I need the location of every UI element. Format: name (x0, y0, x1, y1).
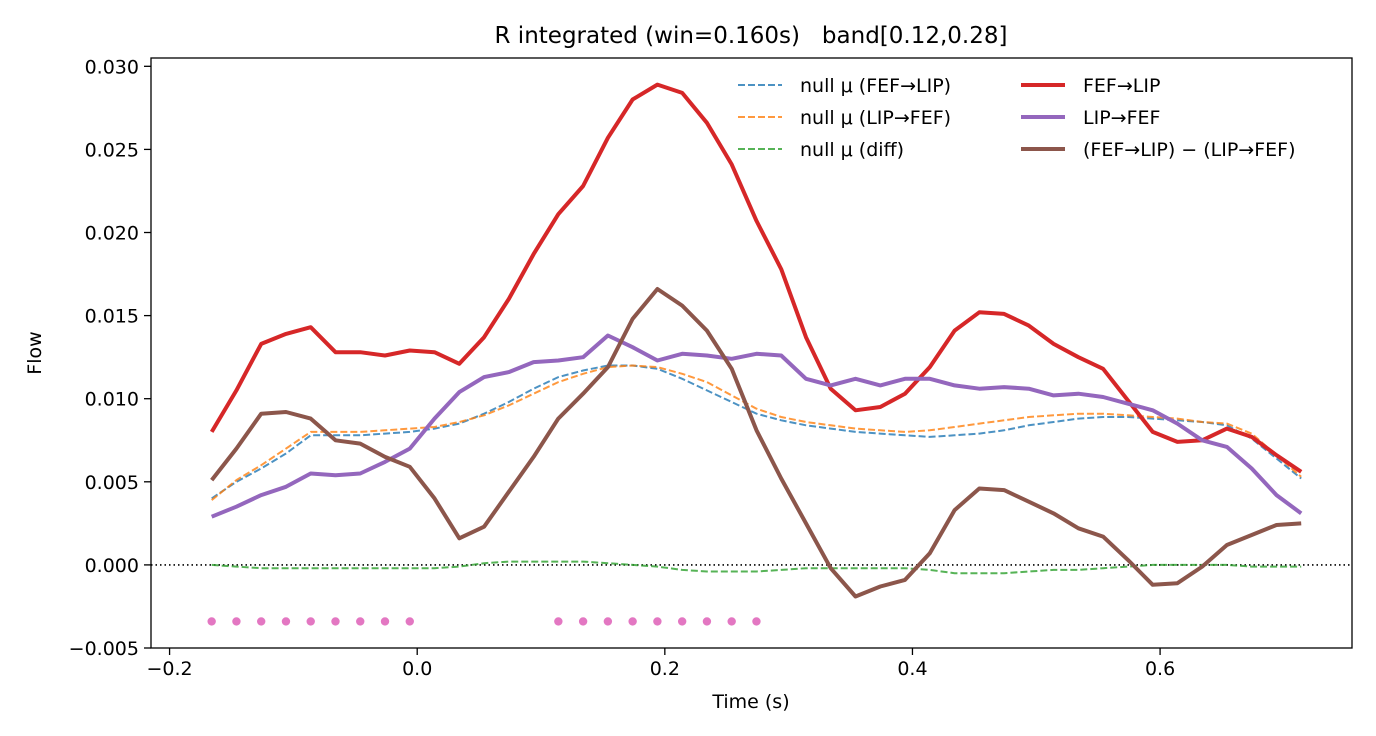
significance-marker-2 (232, 617, 241, 626)
x-tick-label: 0.0 (402, 658, 432, 680)
x-axis-label: Time (s) (711, 691, 789, 713)
significance-marker-3 (256, 617, 266, 626)
legend: null μ (FEF→LIP) null μ (LIP→FEF) null μ (… (738, 75, 1296, 161)
significance-marker-8 (380, 617, 390, 626)
significance-marker-13 (628, 617, 637, 626)
plot-area (151, 82, 1352, 626)
significance-marker-16 (702, 617, 712, 626)
significance-marker-4 (281, 617, 291, 626)
y-tick-label: 0.025 (85, 139, 139, 161)
legend-label-1: null μ (FEF→LIP) (800, 75, 951, 97)
y-tick-label: 0.020 (85, 223, 139, 245)
series-line-1 (211, 364, 1302, 500)
series-line-4 (209, 82, 1303, 474)
x-tick-label: −0.2 (147, 658, 193, 680)
y-axis-label: Flow (24, 331, 46, 374)
significance-marker-14 (653, 617, 662, 626)
y-tick-label: 0.030 (85, 56, 139, 78)
series-line-6 (210, 287, 1302, 599)
significance-marker-15 (677, 617, 687, 626)
x-tick-label: 0.4 (897, 658, 927, 680)
y-tick-label: 0.000 (85, 555, 139, 577)
legend-label-6: (FEF→LIP) − (LIP→FEF) (1083, 139, 1296, 161)
significance-marker-9 (405, 617, 414, 626)
significance-marker-12 (603, 617, 613, 626)
y-tick-label: −0.005 (69, 638, 139, 660)
series-line-3 (211, 560, 1302, 575)
y-tick-label: 0.010 (85, 389, 139, 411)
significance-marker-5 (306, 617, 315, 626)
y-tick-label: 0.005 (85, 472, 139, 494)
x-axis: −0.2 0.0 0.2 0.4 0.6 (147, 648, 1175, 680)
significance-marker-7 (356, 617, 365, 626)
legend-label-5: LIP→FEF (1083, 107, 1160, 129)
series-line-2 (211, 364, 1302, 501)
significance-marker-10 (554, 617, 563, 626)
legend-label-2: null μ (LIP→FEF) (800, 107, 951, 129)
significance-marker-6 (331, 617, 340, 626)
series-line-5 (210, 333, 1303, 519)
significance-marker-11 (578, 617, 588, 626)
y-axis: −0.005 0.000 0.005 0.010 0.015 0.020 0.025 0.03… (69, 56, 151, 660)
legend-label-4: FEF→LIP (1083, 75, 1160, 97)
significance-marker-18 (752, 617, 761, 626)
significance-marker-17 (727, 617, 736, 626)
axes-frame (150, 57, 1353, 649)
chart-title: R integrated (win=0.160s) band[0.12,0.28… (495, 23, 1008, 49)
significance-marker-1 (207, 617, 216, 626)
y-tick-label: 0.015 (85, 306, 139, 328)
x-tick-label: 0.6 (1145, 658, 1175, 680)
x-tick-label: 0.2 (650, 658, 680, 680)
legend-label-3: null μ (diff) (800, 139, 904, 161)
